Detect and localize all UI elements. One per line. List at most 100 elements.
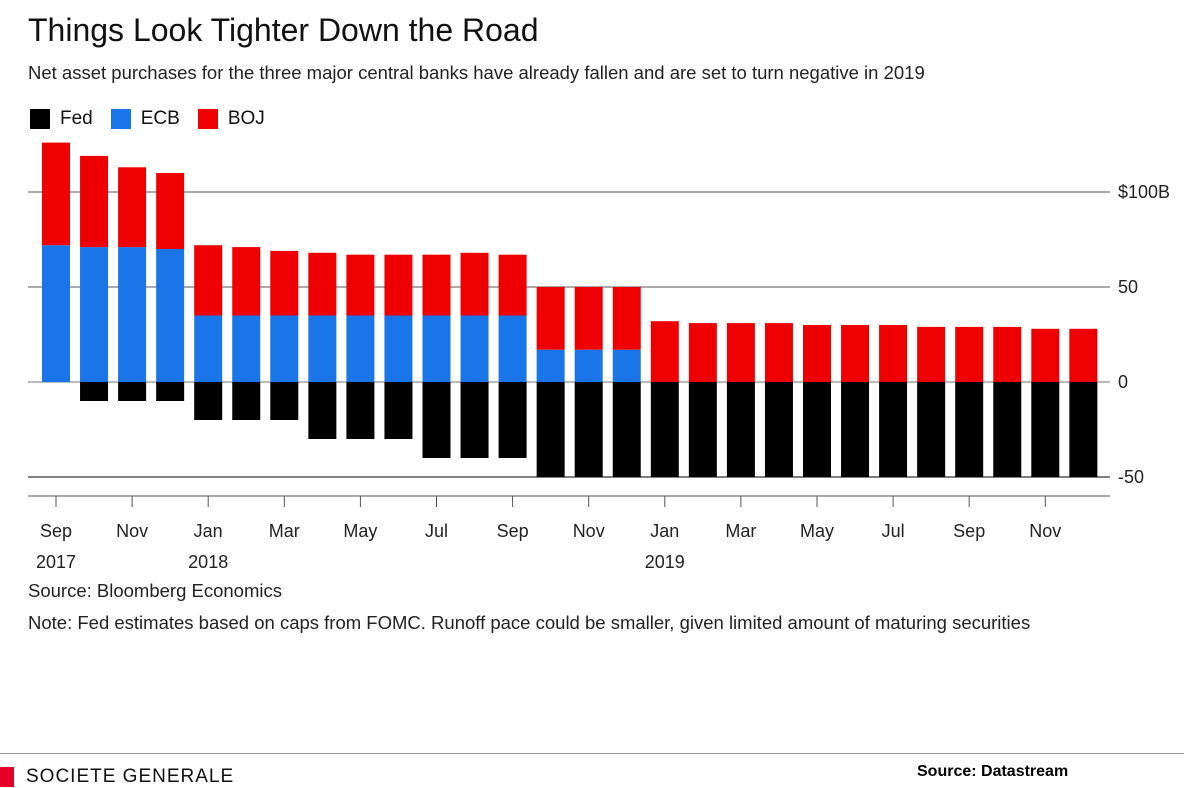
- x-tick-label: Mar: [725, 521, 756, 541]
- bar-boj: [650, 321, 679, 382]
- x-tick-label: May: [800, 521, 834, 541]
- bar-fed: [612, 382, 641, 477]
- footer-source: Source: Datastream: [917, 763, 1069, 780]
- bar-ecb: [460, 315, 489, 382]
- bar-ecb: [346, 315, 375, 382]
- bar-fed: [879, 382, 908, 477]
- legend-label-boj: BOJ: [227, 108, 265, 129]
- x-tick-label: Nov: [1029, 521, 1061, 541]
- bar-boj: [955, 326, 984, 382]
- bar-boj: [118, 167, 147, 248]
- footer-divider: [0, 753, 1184, 754]
- bar-ecb: [612, 349, 641, 382]
- bar-boj: [80, 155, 109, 248]
- bar-fed: [80, 382, 109, 401]
- chart-title: Things Look Tighter Down the Road: [28, 12, 539, 48]
- bar-boj: [993, 326, 1022, 382]
- x-tick-year-label: 2019: [645, 552, 685, 572]
- chart-source: Source: Bloomberg Economics: [28, 580, 282, 601]
- x-tick-label: Mar: [269, 521, 300, 541]
- bar-fed: [232, 382, 261, 420]
- bar-boj: [574, 287, 603, 350]
- bar-boj: [460, 252, 489, 316]
- bar-fed: [118, 382, 147, 401]
- bar-boj: [612, 287, 641, 350]
- bar-fed: [270, 382, 299, 420]
- logo-text: SOCIETE GENERALE: [26, 766, 235, 787]
- x-tick-label: Jul: [882, 521, 905, 541]
- bar-fed: [650, 382, 679, 477]
- y-tick-label: 50: [1118, 277, 1138, 297]
- bar-fed: [498, 382, 527, 458]
- legend-item-boj: BOJ: [197, 108, 265, 130]
- bar-fed: [841, 382, 870, 477]
- bar-ecb: [270, 315, 299, 382]
- bar-fed: [384, 382, 413, 439]
- bar-boj: [194, 245, 223, 316]
- bar-fed: [156, 382, 185, 401]
- legend-item-ecb: ECB: [110, 108, 180, 130]
- bar-ecb: [422, 315, 451, 382]
- bar-boj: [536, 287, 565, 350]
- x-tick-year-label: 2017: [36, 552, 76, 572]
- bar-fed: [308, 382, 337, 439]
- bar-fed: [803, 382, 831, 477]
- legend-item-fed: Fed: [30, 108, 93, 130]
- y-tick-label: 0: [1118, 372, 1128, 392]
- bar-fed: [726, 382, 755, 477]
- bar-boj: [688, 323, 717, 382]
- bar-fed: [422, 382, 451, 458]
- y-tick-label: -50: [1118, 467, 1144, 487]
- bar-fed: [346, 382, 375, 439]
- bar-boj: [232, 247, 261, 316]
- x-tick-label: Jan: [194, 521, 223, 541]
- bar-boj: [764, 323, 793, 382]
- stacked-bar-chart: $100B 50 0 -50 Sep 2017 Nov Jan 2018 Mar May Jul Sep…: [28, 142, 1170, 572]
- bar-ecb: [384, 315, 413, 382]
- x-tick-label: Nov: [573, 521, 605, 541]
- bar-boj: [42, 142, 70, 246]
- bar-boj: [498, 254, 527, 316]
- bar-ecb: [498, 315, 527, 382]
- x-tick-year-label: 2018: [188, 552, 228, 572]
- bar-boj: [726, 323, 755, 382]
- legend-label-ecb: ECB: [140, 108, 180, 129]
- bar-fed: [1031, 382, 1060, 477]
- chart-subtitle: Net asset purchases for the three major …: [28, 62, 925, 83]
- bar-fed: [574, 382, 603, 477]
- bar-ecb: [118, 247, 147, 382]
- bar-fed: [194, 382, 223, 420]
- bar-boj: [803, 325, 831, 382]
- bar-fed: [460, 382, 489, 458]
- bar-fed: [917, 382, 946, 477]
- bar-ecb: [194, 315, 223, 382]
- x-tick-label: Jul: [425, 521, 448, 541]
- legend-swatch-fed: [30, 109, 50, 129]
- bar-boj: [1031, 328, 1060, 382]
- bar-fed: [536, 382, 565, 477]
- x-tick-label: Nov: [116, 521, 148, 541]
- x-tick-label: Jan: [650, 521, 679, 541]
- bar-boj: [841, 325, 870, 382]
- bar-ecb: [42, 245, 70, 382]
- bar-boj: [384, 254, 413, 316]
- x-tick-label: Sep: [497, 521, 529, 541]
- bar-fed: [1069, 382, 1098, 477]
- bar-fed: [993, 382, 1022, 477]
- bar-boj: [1069, 328, 1098, 382]
- x-tick-label: May: [343, 521, 377, 541]
- bar-ecb: [80, 247, 109, 382]
- x-tick-label: Sep: [953, 521, 985, 541]
- bar-ecb: [536, 349, 565, 382]
- chart-note: Note: Fed estimates based on caps from F…: [28, 612, 1031, 633]
- bar-boj: [270, 250, 299, 316]
- bar-fed: [688, 382, 717, 477]
- societe-generale-logo: SOCIETE GENERALE: [0, 766, 234, 788]
- legend-swatch-ecb: [110, 109, 131, 129]
- x-tick-label: Sep: [40, 521, 72, 541]
- bar-ecb: [156, 249, 185, 382]
- bar-boj: [156, 173, 185, 249]
- bar-ecb: [232, 315, 261, 382]
- logo-mark-icon: [0, 767, 14, 787]
- y-tick-label: $100B: [1118, 182, 1170, 202]
